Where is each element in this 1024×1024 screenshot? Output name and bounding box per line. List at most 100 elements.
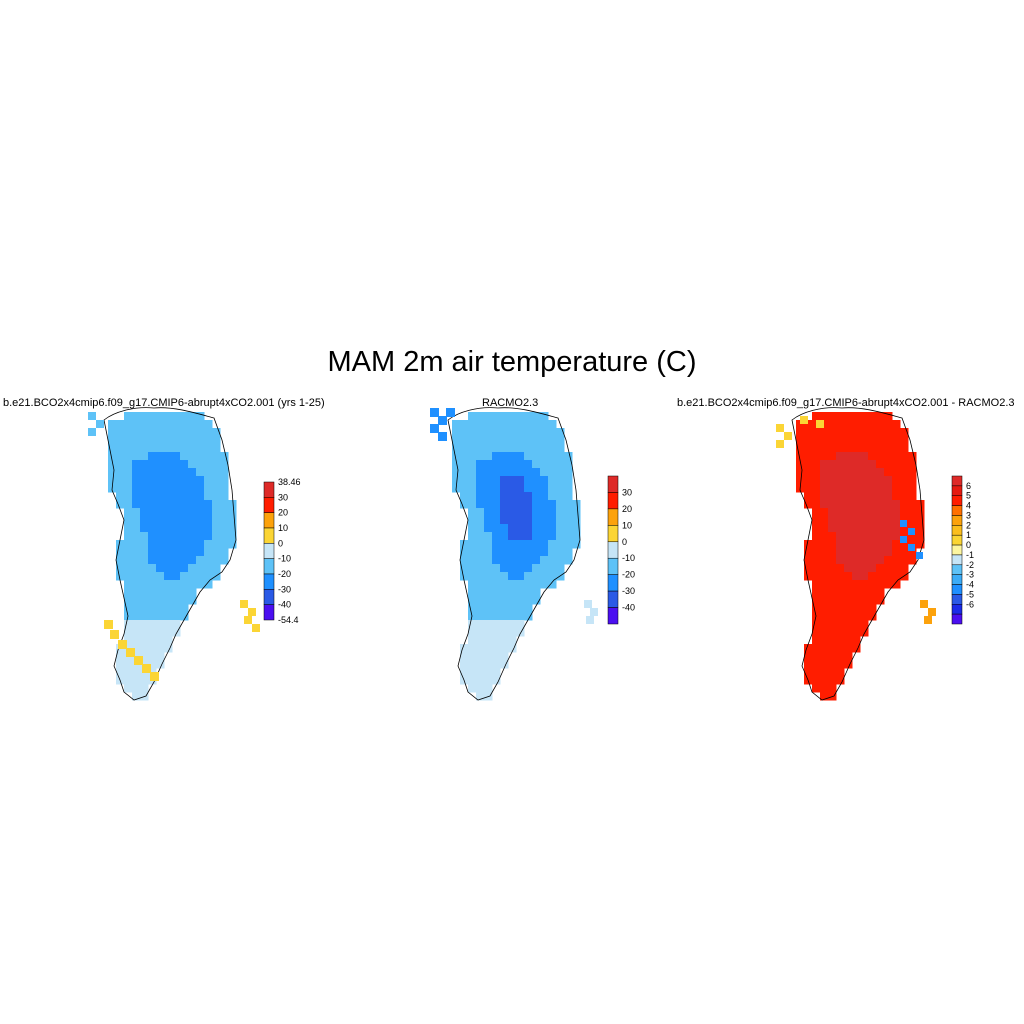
map-cell <box>188 428 197 437</box>
map-cell <box>140 684 149 693</box>
map-cell <box>188 476 197 485</box>
map-cell <box>892 476 901 485</box>
map-cell <box>892 572 901 581</box>
map-cell <box>892 556 901 565</box>
map-cell <box>836 620 845 629</box>
map-cell <box>148 532 157 541</box>
map-cell <box>508 516 517 525</box>
map-cell <box>108 460 117 469</box>
map-cell <box>828 572 837 581</box>
map-cell <box>532 468 541 477</box>
map-cell <box>116 652 125 661</box>
map-cell <box>804 476 813 485</box>
map-cell <box>516 620 525 629</box>
map-cell <box>844 604 853 613</box>
map-cell <box>876 476 885 485</box>
colorbar-box <box>263 481 275 498</box>
map-cell <box>804 492 813 501</box>
map-cell <box>132 460 141 469</box>
map-cell <box>820 564 829 573</box>
map-cell <box>116 468 125 477</box>
map-cell <box>852 564 861 573</box>
map-cell <box>900 536 907 543</box>
map-cell <box>532 596 541 605</box>
map-cell <box>204 468 213 477</box>
map-cell <box>140 620 149 629</box>
map-cell <box>876 468 885 477</box>
colorbar-tick-label: -54.4 <box>278 615 299 625</box>
map-cell <box>124 476 133 485</box>
map-cell <box>204 508 213 517</box>
map-cell <box>812 516 821 525</box>
map-cell <box>220 468 229 477</box>
map-cell <box>124 444 133 453</box>
map-cell <box>516 548 525 557</box>
map-cell <box>108 420 117 429</box>
map-cell <box>476 436 485 445</box>
map-cell <box>452 436 461 445</box>
map-cell <box>180 532 189 541</box>
map-cell <box>876 452 885 461</box>
map-cell <box>844 636 853 645</box>
map-cell <box>492 428 501 437</box>
map-cell <box>204 540 213 549</box>
map-cell <box>876 516 885 525</box>
map-cell <box>884 580 893 589</box>
map-cell <box>196 532 205 541</box>
map-cell <box>860 604 869 613</box>
map-cell <box>892 444 901 453</box>
map-cell <box>804 460 813 469</box>
map-cell <box>876 532 885 541</box>
map-cell <box>540 516 549 525</box>
map-cell <box>484 636 493 645</box>
colorbar-tick-label: -20 <box>622 570 635 580</box>
map-cell <box>804 556 813 565</box>
map-cell <box>900 564 909 573</box>
map-cell <box>484 660 493 669</box>
map-cell <box>124 468 133 477</box>
map-cell <box>524 564 533 573</box>
map-cell <box>244 616 252 624</box>
map-cell <box>172 564 181 573</box>
map-cell <box>828 452 837 461</box>
map-cell <box>836 564 845 573</box>
map-cell <box>548 572 557 581</box>
map-cell <box>124 668 133 677</box>
map-cell <box>804 436 813 445</box>
map-cell <box>212 444 221 453</box>
map-cell <box>500 620 509 629</box>
map-cell <box>776 440 784 448</box>
colorbar-box <box>951 544 963 556</box>
map-cell <box>492 596 501 605</box>
map-cell <box>548 540 557 549</box>
map-cell <box>484 532 493 541</box>
map-cell <box>500 588 509 597</box>
map-cell <box>132 516 141 525</box>
map-cell <box>860 612 869 621</box>
colorbar-box <box>263 589 275 605</box>
map-cell <box>132 444 141 453</box>
map-cell <box>476 628 485 637</box>
colorbar-tick-label: -4 <box>966 580 974 590</box>
map-cell <box>548 492 557 501</box>
map-cell <box>844 412 853 421</box>
map-cell <box>590 608 598 616</box>
map-cell <box>124 604 133 613</box>
map-cell <box>140 460 149 469</box>
map-cell <box>784 432 792 440</box>
map-cell <box>468 548 477 557</box>
map-cell <box>468 636 477 645</box>
map-cell <box>492 484 501 493</box>
map-cell <box>836 452 845 461</box>
map-cell <box>908 556 917 565</box>
map-cell <box>892 532 901 541</box>
map-cell <box>148 660 157 669</box>
map-cell <box>844 516 853 525</box>
map-cell <box>860 620 869 629</box>
map-cell <box>836 500 845 509</box>
map-cell <box>468 564 477 573</box>
map-cell <box>476 668 485 677</box>
map-cell <box>860 540 869 549</box>
map-cell <box>852 612 861 621</box>
map-cell <box>172 540 181 549</box>
